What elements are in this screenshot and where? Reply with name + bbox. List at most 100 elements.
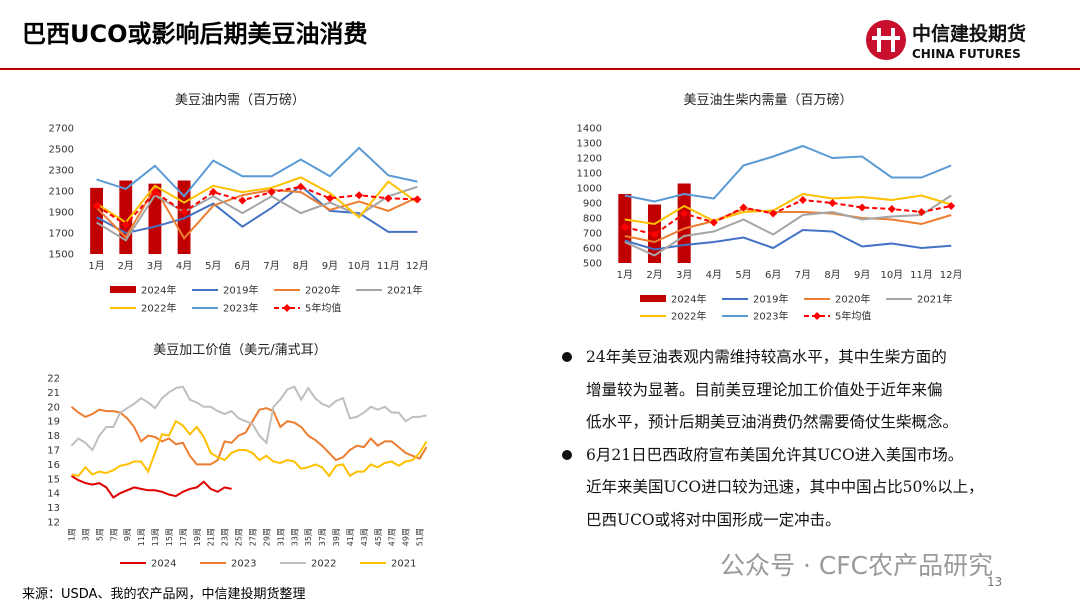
x-tick-label: 27周 (248, 528, 257, 546)
legend-swatch (813, 312, 821, 320)
x-tick-label: 4月 (706, 269, 722, 281)
x-tick-label: 15周 (165, 528, 174, 546)
y-tick-label: 500 (583, 259, 602, 270)
legend-label: 2022 (311, 559, 336, 570)
bullet-line: 24年美豆油表观内需维持较高水平，其中生柴方面的 (586, 348, 947, 366)
x-tick-label: 5月 (735, 269, 751, 281)
y-tick-label: 2300 (49, 166, 74, 177)
y-tick-label: 15 (47, 474, 60, 485)
marker (296, 182, 305, 191)
x-tick-label: 5月 (205, 260, 221, 272)
marker (798, 196, 807, 204)
x-tick-label: 9月 (854, 269, 870, 281)
x-tick-label: 8月 (824, 269, 840, 281)
y-tick-label: 700 (583, 229, 602, 240)
legend-label: 2023年 (753, 310, 788, 323)
x-tick-label: 1周 (67, 528, 76, 541)
legend-label: 2024年 (141, 284, 176, 297)
bar (677, 183, 691, 263)
legend-label: 2023年 (223, 302, 258, 315)
legend-label: 2021年 (387, 284, 422, 297)
x-tick-label: 7月 (795, 269, 811, 281)
x-tick-label: 25周 (235, 528, 244, 546)
line (624, 228, 952, 251)
bullets: 24年美豆油表观内需维持较高水平，其中生柴方面的 增量较为显著。目前美豆理论加工价… (560, 341, 1040, 536)
y-tick-label: 1500 (49, 250, 74, 261)
x-tick-label: 45周 (374, 528, 383, 546)
marker (238, 196, 247, 205)
x-tick-label: 10月 (348, 260, 371, 272)
x-tick-label: 9周 (123, 528, 132, 541)
line (96, 176, 418, 224)
bullet-line: 6月21日巴西政府宣布美国允许其UCO进入美国市场。 (586, 445, 964, 464)
watermark: 公众号 · CFC农产品研究 (720, 551, 993, 580)
y-tick-label: 1000 (577, 184, 602, 195)
marker (150, 188, 159, 197)
legend-label: 2021 (391, 559, 416, 570)
marker (384, 194, 393, 203)
y-tick-label: 2500 (49, 145, 74, 156)
y-tick-label: 600 (583, 244, 602, 255)
line (70, 385, 427, 452)
y-tick-label: 1200 (577, 154, 602, 165)
x-tick-label: 3月 (676, 269, 692, 281)
line (624, 207, 952, 244)
y-tick-label: 22 (47, 374, 60, 385)
chart: 美豆油内需（百万磅） 1500 1700 1900 2100 2300 2500 2700 1月… (49, 92, 429, 315)
y-tick-label: 2100 (49, 187, 74, 198)
line (96, 185, 418, 242)
line (624, 194, 952, 257)
x-tick-label: 49周 (402, 528, 411, 546)
y-tick-label: 1900 (49, 208, 74, 219)
bullet: 6月21日巴西政府宣布美国允许其UCO进入美国市场。 近年来美国UCO进口较为迅速… (560, 439, 1040, 537)
line (96, 185, 418, 226)
x-tick-label: 19周 (193, 528, 202, 546)
source: 来源：USDA、我的农产品网，中信建投期货整理 (22, 586, 305, 602)
legend-label: 2020年 (305, 284, 340, 297)
y-tick-label: 12 (47, 518, 60, 529)
marker (355, 191, 364, 200)
legend-swatch (110, 286, 136, 293)
marker (858, 203, 867, 212)
marker (947, 202, 956, 210)
legend-label: 2020年 (835, 293, 870, 306)
marker (413, 195, 422, 204)
y-tick-label: 800 (583, 214, 602, 225)
x-tick-label: 2月 (646, 269, 662, 281)
x-tick-label: 8月 (293, 260, 309, 272)
x-tick-label: 7周 (109, 528, 118, 541)
marker (769, 209, 778, 218)
bullet-line: 低水平，预计后期美豆油消费仍然需要倚仗生柴概念。 (586, 413, 959, 431)
marker (709, 218, 718, 227)
y-tick-label: 19 (47, 417, 60, 428)
y-tick-label: 16 (47, 460, 60, 471)
y-tick-label: 13 (47, 503, 60, 514)
x-tick-label: 5周 (95, 528, 104, 541)
bullet-line: 巴西UCO或将对中国形成一定冲击。 (586, 510, 841, 529)
x-tick-label: 11周 (137, 528, 146, 546)
y-tick-label: 20 (47, 402, 60, 413)
x-tick-label: 51周 (416, 528, 425, 546)
marker (620, 223, 629, 231)
logo: 中信建投期货 CHINA FUTURES (866, 20, 1026, 61)
x-tick-label: 11月 (377, 260, 400, 272)
x-tick-label: 4月 (176, 260, 192, 272)
y-tick-label: 900 (583, 199, 602, 210)
legend-label: 2019年 (223, 284, 258, 297)
x-tick-label: 3月 (147, 260, 163, 272)
logo-mark (872, 36, 900, 40)
y-tick-label: 18 (47, 431, 60, 442)
line (624, 144, 952, 203)
legend-label: 2023 (231, 559, 256, 570)
legend-label: 2022年 (671, 310, 706, 323)
marker (92, 201, 101, 210)
x-tick-label: 37周 (318, 528, 327, 546)
marker (887, 205, 896, 213)
page-number: 13 (987, 575, 1002, 589)
x-tick-label: 17周 (179, 528, 188, 546)
line (70, 475, 232, 499)
legend-label: 5年均值 (835, 310, 871, 323)
x-tick-label: 12月 (406, 260, 429, 272)
